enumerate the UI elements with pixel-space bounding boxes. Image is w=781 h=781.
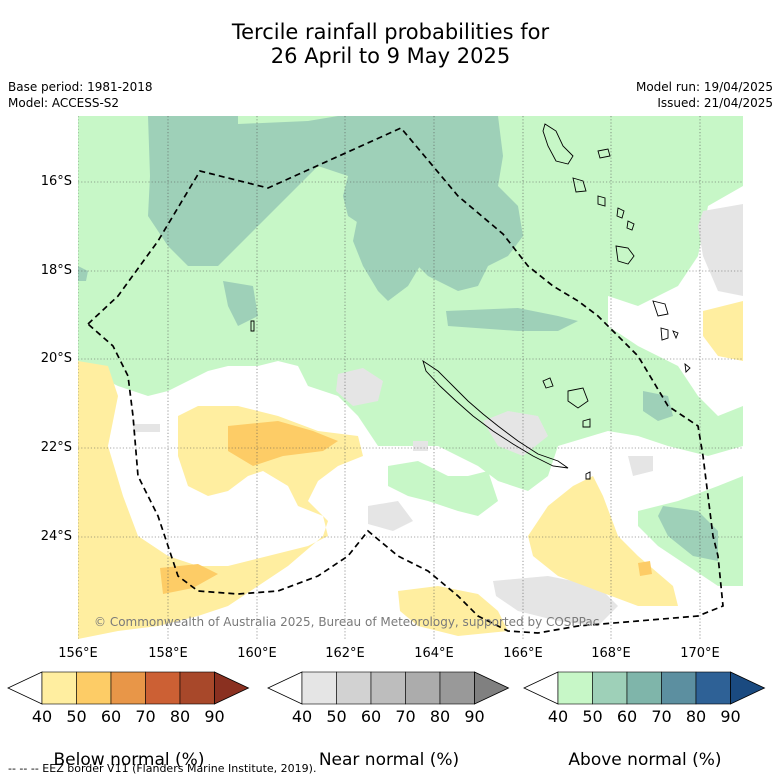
lon-label-168e: 168°E [591,646,631,661]
colorbar-segment [695,671,731,705]
graticule [77,116,743,639]
colorbar-tick-label: 80 [430,707,450,726]
colorbar-tick-label: 60 [361,707,381,726]
colorbar-segment [557,671,593,705]
lon-label-156e: 156°E [58,646,98,661]
colorbar-tick-label: 40 [292,707,312,726]
coastlines [250,123,691,480]
colorbar-tick-label: 90 [720,707,740,726]
colorbar-tick-label: 70 [395,707,415,726]
below-normal-60-region [160,421,652,594]
eez-footnote: -- -- -- EEZ border V11 (Flanders Marine… [8,762,317,775]
map-title-line1: Tercile rainfall probabilities for [231,20,550,44]
colorbar-tick-label: 50 [326,707,346,726]
colorbar-segment [370,671,406,705]
colorbar-segment [661,671,697,705]
colorbar-label-below: Below normal (%) [53,750,205,770]
colorbar-segment [145,671,181,705]
colorbar-tick-label: 50 [582,707,602,726]
colorbar-upper-extend [474,671,510,705]
colorbar-above-normal: 40 50 60 70 80 90 [523,671,766,726]
colorbar-segment [76,671,112,705]
colorbar-tick-label: 80 [170,707,190,726]
eez-border [86,126,724,634]
lat-label-16s: 16°S [40,174,72,189]
lat-label-24s: 24°S [40,529,72,544]
probability-map: © Commonwealth of Australia 2025, Bureau… [77,116,743,639]
new-caledonia-outline [422,359,569,469]
colorbar-segment [301,671,337,705]
model-run-text: Model run: 19/04/2025 [635,80,773,94]
colorbar-upper-extend [730,671,766,705]
colorbar-segment [110,671,146,705]
map-svg: © Commonwealth of Australia 2025, Bureau… [77,116,743,639]
colorbars: 40 50 60 70 80 90 40 50 60 70 80 90 40 50 60 70 80 90 [7,671,766,726]
colorbar-tick-label: 60 [617,707,637,726]
colorbar-lower-extend [7,671,43,705]
copyright-text: © Commonwealth of Australia 2025, Bureau… [94,615,599,629]
colorbar-segment [179,671,215,705]
colorbar-tick-label: 70 [135,707,155,726]
vanuatu-north-outline [542,123,574,165]
lon-label-158e: 158°E [148,646,188,661]
colorbar-tick-label: 50 [66,707,86,726]
lat-label-18s: 18°S [40,263,72,278]
colorbar-near-normal: 40 50 60 70 80 90 [267,671,510,726]
lat-label-22s: 22°S [40,440,72,455]
colorbar-label-above: Above normal (%) [568,750,722,770]
near-normal-regions [133,204,743,626]
colorbar-segment [626,671,662,705]
colorbar-segment [41,671,77,705]
issued-text: Issued: 21/04/2025 [657,96,773,110]
colorbar-segment [405,671,441,705]
colorbar-segment [592,671,628,705]
colorbar-tick-label: 80 [686,707,706,726]
lon-label-166e: 166°E [503,646,543,661]
lat-label-20s: 20°S [40,351,72,366]
lon-label-160e: 160°E [237,646,277,661]
colorbar-segment [336,671,372,705]
colorbar-lower-extend [267,671,303,705]
colorbar-tick-label: 70 [651,707,671,726]
map-title-line2: 26 April to 9 May 2025 [270,44,511,68]
colorbar-upper-extend [214,671,250,705]
colorbar-below-normal: 40 50 60 70 80 90 [7,671,250,726]
colorbar-tick-label: 90 [204,707,224,726]
above-normal-60-region [78,116,718,561]
colorbar-tick-label: 60 [101,707,121,726]
colorbar-tick-label: 40 [548,707,568,726]
colorbar-lower-extend [523,671,559,705]
colorbar-label-near: Near normal (%) [318,750,460,770]
lon-label-164e: 164°E [414,646,454,661]
colorbar-tick-label: 40 [32,707,52,726]
base-period-text: Base period: 1981-2018 [8,80,153,94]
lon-label-170e: 170°E [680,646,720,661]
lon-label-162e: 162°E [325,646,365,661]
colorbar-tick-label: 90 [464,707,484,726]
model-text: Model: ACCESS-S2 [8,96,120,110]
colorbar-segment [439,671,475,705]
